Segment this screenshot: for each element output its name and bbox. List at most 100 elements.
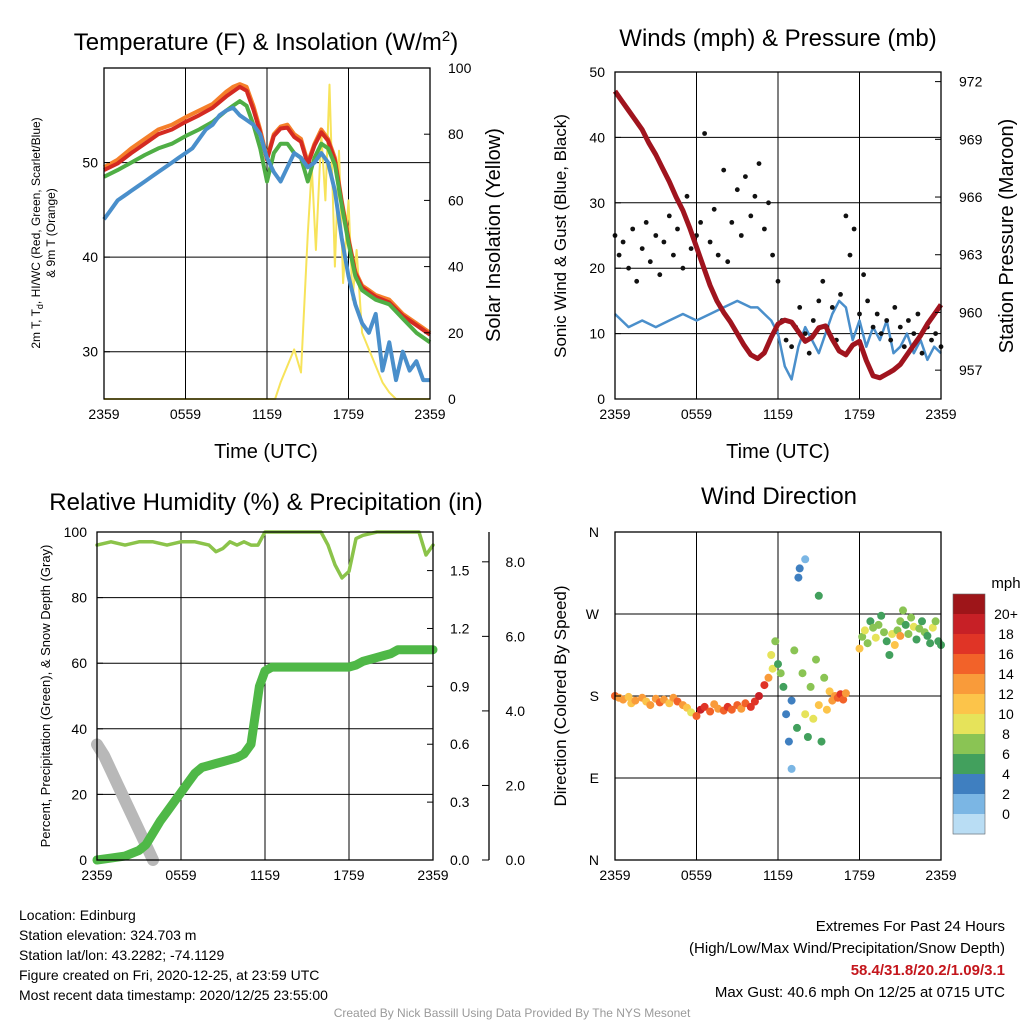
y-tick-label: 40 (82, 249, 98, 265)
speed-legend: 20+ 18 16 14 12 10 8 6 4 2 0 (952, 593, 1018, 835)
direction-point (624, 692, 633, 701)
direction-point (901, 620, 910, 629)
gust-point (762, 226, 767, 232)
x-tick-label: 1759 (844, 406, 875, 422)
station-info: Location: Edinburg Station elevation: 32… (19, 905, 328, 1005)
x-tick-label: 2359 (925, 406, 956, 422)
gust-point (666, 213, 672, 219)
x-tick-label: 0559 (165, 867, 196, 883)
x-tick-label: 0559 (170, 406, 201, 422)
x-tick-label: 1159 (763, 867, 793, 883)
direction-point (820, 673, 829, 682)
direction-point (795, 564, 804, 573)
direction-point (928, 623, 937, 632)
blue-series-line (102, 105, 430, 383)
gust-point (748, 213, 754, 219)
legend-swatch (953, 654, 985, 675)
humidity-panel: Relative Humidity (%) & Precipitation (i… (38, 489, 525, 883)
direction-point (784, 737, 793, 746)
direction-point (787, 696, 796, 705)
direction-point (665, 699, 674, 708)
x-tick-label: 0559 (681, 867, 712, 883)
temperature-ylabel-line2: & 9m T (Orange) (44, 188, 58, 278)
legend-label: 10 (998, 706, 1014, 722)
y2-tick-label: 80 (448, 126, 464, 142)
gust-point (653, 233, 659, 238)
gust-point (857, 311, 862, 317)
x-tick-label: 1759 (333, 406, 364, 422)
direction-point (631, 696, 640, 705)
direction-point (793, 723, 801, 732)
pressure-line (612, 89, 944, 381)
y-tick-label: 80 (71, 590, 87, 606)
x-tick-label: 2359 (88, 406, 119, 422)
meteogram-figure: Temperature (F) & Insolation (W/m2) 2359… (29, 25, 1021, 883)
direction-point (866, 617, 875, 626)
gust-point (738, 233, 744, 238)
gust-point (715, 252, 721, 258)
gust-point (783, 337, 789, 343)
gust-point (861, 272, 866, 278)
created-text: Figure created on Fri, 2020-12-25, at 23… (19, 967, 320, 983)
direction-point (755, 692, 763, 700)
winds-title: Winds (mph) & Pressure (mb) (619, 25, 936, 52)
snow-tick-label: 0.0 (506, 852, 526, 868)
legend-label: 2 (1002, 786, 1010, 802)
direction-point (798, 669, 807, 678)
y2-tick-label: 972 (959, 74, 983, 90)
direction-point (858, 632, 867, 641)
direction-point (904, 630, 913, 638)
direction-title: Wind Direction (701, 483, 857, 510)
gust-point (878, 331, 884, 336)
gust-point (729, 220, 735, 225)
y-tick-label: 20 (589, 260, 605, 276)
location-text: Location: Edinburg (19, 907, 136, 923)
legend-label: 20+ (994, 606, 1018, 622)
x-tick-label: 1159 (250, 867, 280, 883)
legend-swatch (953, 814, 985, 835)
precip-tick-label: 1.2 (450, 620, 470, 636)
precip-tick-label: 0.3 (450, 794, 470, 810)
gust-point (884, 318, 890, 323)
y2-tick-label: 100 (448, 60, 472, 76)
direction-point (926, 639, 935, 648)
gust-point (643, 220, 649, 225)
direction-point (931, 617, 940, 626)
legend-swatch (953, 594, 985, 615)
y-tick-label: 10 (589, 326, 605, 342)
gust-point (897, 324, 903, 330)
x-tick-label: 2359 (599, 867, 630, 883)
x-tick-label: 1759 (844, 867, 875, 883)
gust-point (816, 298, 822, 304)
snow-tick-label: 6.0 (506, 628, 526, 644)
snow-tick-label: 2.0 (506, 777, 526, 793)
temperature-ylabel: 2m T, Td, HI/WC (Red, Green, Scarlet/Blu… (29, 117, 45, 348)
gust-point (688, 246, 694, 252)
gust-point (843, 213, 849, 219)
direction-point (790, 646, 799, 655)
gust-point (721, 167, 727, 173)
direction-point (841, 689, 850, 698)
y2-tick-label: 957 (959, 362, 983, 378)
direction-point (822, 705, 831, 714)
direction-point (776, 669, 785, 678)
gust-point (680, 265, 686, 271)
y-tick-label: 0 (597, 391, 605, 407)
x-tick-label: 1759 (333, 867, 364, 883)
gust-point (775, 278, 781, 284)
gust-point (933, 331, 938, 336)
gust-point (634, 278, 640, 284)
gust-point (915, 311, 921, 317)
legend-title: mph (991, 575, 1020, 592)
gust-point (929, 337, 934, 343)
gust-point (851, 226, 857, 232)
x-tick-label: 2359 (81, 867, 112, 883)
direction-point (885, 651, 894, 659)
legend-swatch (953, 794, 985, 815)
direction-ylabel: Direction (Colored By Speed) (551, 585, 570, 806)
gust-point (639, 246, 645, 252)
direction-point (787, 764, 796, 773)
precip_green-line (92, 645, 438, 865)
legend-swatch (953, 674, 985, 695)
gust-point (743, 174, 748, 180)
